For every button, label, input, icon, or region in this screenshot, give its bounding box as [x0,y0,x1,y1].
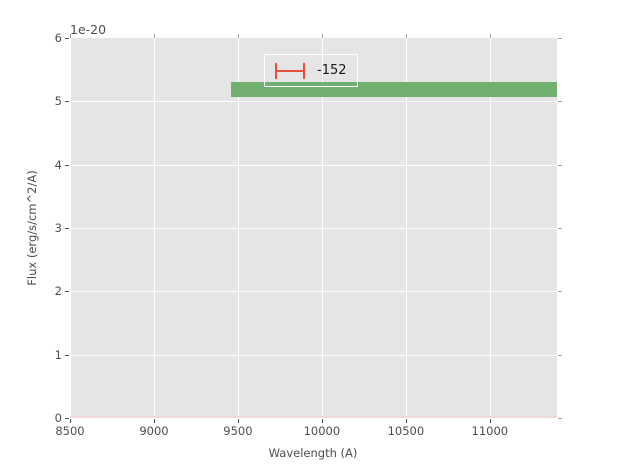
y-tick-label: 2 [54,284,62,299]
tick-left [65,164,69,166]
x-axis-label: Wavelength (A) [268,446,358,460]
errorbar-marker [273,62,307,80]
x-tick-label: 10500 [387,424,425,438]
gridline-horizontal [70,228,557,229]
tick-right [558,354,562,356]
spectrum-band [231,82,557,97]
x-tick-label: 9500 [223,424,253,438]
tick-left [65,228,69,229]
tick-bottom [70,419,71,423]
x-tick-label: 10000 [303,424,341,438]
tick-right [558,164,562,166]
y-axis-exponent-label: 1e-20 [70,22,107,37]
x-tick-label: 9000 [139,424,169,438]
zero-baseline-line [70,416,557,418]
tick-right [558,418,562,419]
y-axis-label: Flux (erg/s/cm^2/A) [25,170,39,286]
y-tick-label: 0 [54,411,62,425]
gridline-horizontal [70,101,557,103]
tick-right [558,228,562,229]
y-tick-label: 3 [54,221,62,235]
y-tick-label: 1 [54,347,62,362]
tick-bottom [321,419,323,423]
tick-right [558,38,562,39]
legend-entry-label: -152 [317,63,347,78]
x-tick-label: 8500 [55,424,85,438]
tick-left [65,101,69,103]
tick-bottom [237,419,239,423]
tick-bottom [489,419,491,423]
tick-right [558,101,562,103]
gridline-horizontal [70,354,557,356]
tick-bottom [153,419,155,423]
tick-right [558,291,562,293]
tick-top [489,34,491,38]
tick-left [65,418,69,419]
y-tick-label: 4 [54,157,62,172]
tick-top [237,34,239,38]
tick-bottom [405,419,407,423]
tick-top [70,34,71,38]
tick-top [405,34,407,38]
gridline-horizontal [70,291,557,293]
tick-top [321,34,323,38]
tick-left [65,354,69,356]
y-tick-label: 6 [54,31,62,45]
x-tick-label: 11000 [471,424,509,438]
y-tick-label: 5 [54,94,62,109]
errorbar-icon [275,62,305,79]
tick-left [65,38,69,39]
gridline-horizontal [70,164,557,166]
legend[interactable]: -152 [264,54,358,87]
tick-left [65,291,69,293]
tick-top [153,34,155,38]
plot-area [70,38,557,418]
